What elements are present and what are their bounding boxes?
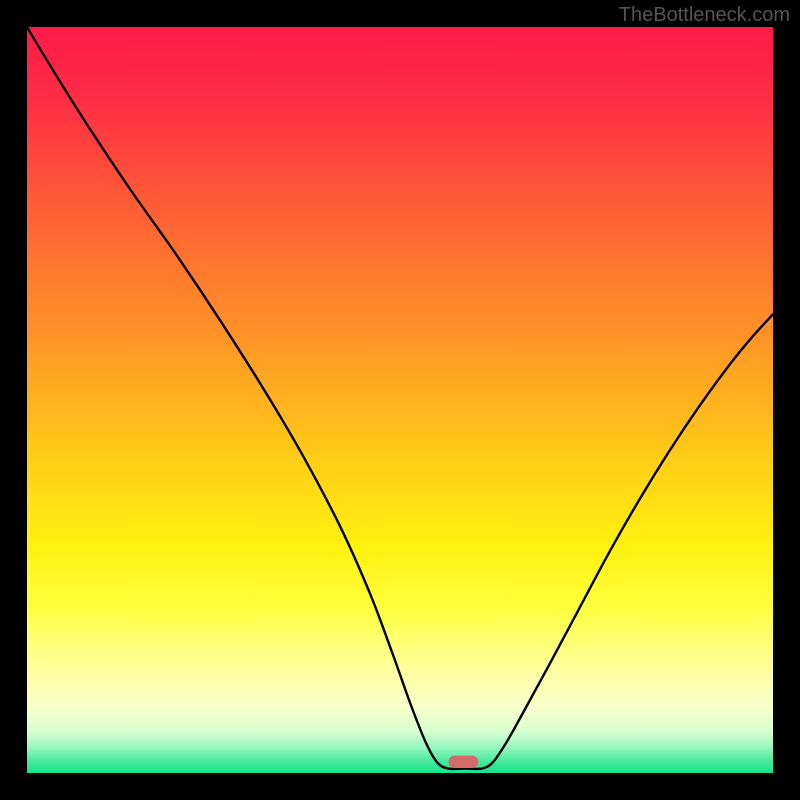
- chart-frame: TheBottleneck.com: [0, 0, 800, 800]
- gradient-background: [27, 27, 773, 773]
- chart-svg: [27, 27, 773, 773]
- optimum-marker: [448, 756, 478, 768]
- watermark-text: TheBottleneck.com: [619, 4, 790, 27]
- plot-area: [27, 27, 773, 773]
